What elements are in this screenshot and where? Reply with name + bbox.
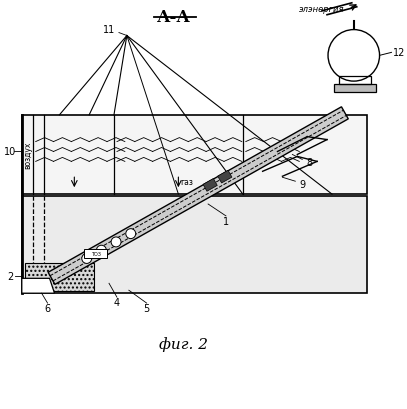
Text: 4: 4: [114, 297, 120, 307]
Text: элэнергия: элэнергия: [299, 5, 345, 14]
Text: А-А: А-А: [156, 9, 190, 26]
Bar: [203, 179, 217, 192]
Polygon shape: [48, 108, 348, 285]
Text: 5: 5: [144, 303, 150, 313]
Text: 6: 6: [44, 303, 50, 313]
Text: 2: 2: [7, 272, 13, 282]
Text: фиг. 2: фиг. 2: [159, 336, 208, 351]
Circle shape: [111, 237, 121, 247]
Bar: [334, 85, 376, 93]
Text: газ: газ: [180, 177, 193, 186]
Bar: [25, 264, 94, 292]
Circle shape: [126, 229, 136, 239]
Circle shape: [328, 31, 380, 82]
Text: 10: 10: [4, 147, 16, 157]
Text: 9: 9: [299, 180, 305, 190]
Bar: [22, 115, 367, 195]
Polygon shape: [22, 279, 55, 294]
Circle shape: [96, 246, 106, 256]
Text: 11: 11: [103, 25, 115, 34]
Bar: [22, 197, 367, 294]
Bar: [339, 77, 371, 85]
Bar: [218, 171, 232, 184]
Bar: [84, 249, 107, 259]
Text: 12: 12: [394, 48, 406, 58]
Text: 8: 8: [306, 158, 312, 168]
Text: воздух: воздух: [23, 142, 32, 169]
Text: 1: 1: [223, 216, 229, 226]
Circle shape: [82, 254, 92, 264]
Text: ТОЗ: ТОЗ: [91, 252, 101, 256]
